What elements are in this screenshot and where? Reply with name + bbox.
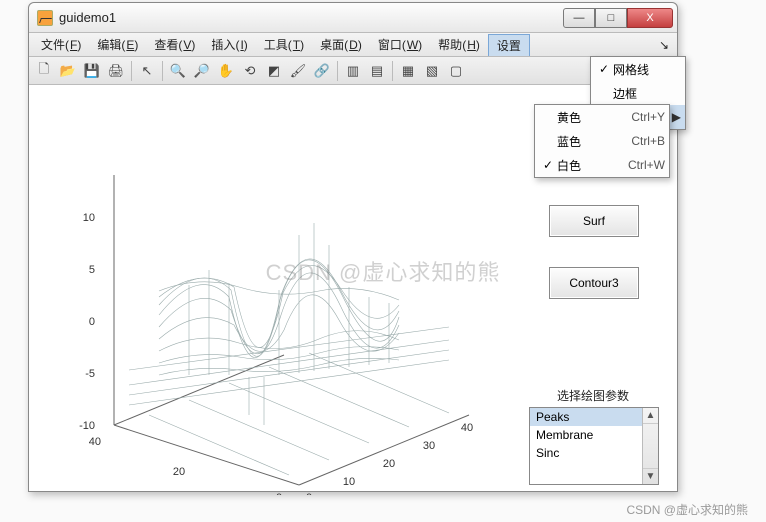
- list-item[interactable]: Membrane: [530, 426, 658, 444]
- menubar: 文件(F) 编辑(E) 查看(V) 插入(I) 工具(T) 桌面(D) 窗口(W…: [29, 33, 677, 57]
- mesh-surface: [129, 223, 449, 475]
- rotate3d-icon[interactable]: ⟲: [239, 60, 261, 82]
- svg-text:5: 5: [89, 264, 95, 276]
- menu-file[interactable]: 文件(F): [33, 33, 89, 56]
- svg-text:40: 40: [461, 422, 473, 434]
- brush-icon[interactable]: 🖌: [287, 60, 309, 82]
- svg-text:0: 0: [89, 316, 95, 328]
- maximize-button[interactable]: □: [595, 8, 627, 28]
- colorbar-icon[interactable]: ▥: [342, 60, 364, 82]
- axes-props-icon[interactable]: ▦: [397, 60, 419, 82]
- pointer-icon[interactable]: ↖: [136, 60, 158, 82]
- legend-icon[interactable]: ▤: [366, 60, 388, 82]
- list-item[interactable]: Peaks: [530, 408, 658, 426]
- submenu-item-blue[interactable]: 蓝色 Ctrl+B: [535, 129, 669, 153]
- menu-edit[interactable]: 编辑(E): [89, 33, 146, 56]
- scroll-down-icon[interactable]: ▼: [643, 468, 658, 484]
- menu-help[interactable]: 帮助(H): [430, 33, 488, 56]
- close-button[interactable]: X: [627, 8, 673, 28]
- menu-insert[interactable]: 插入(I): [203, 33, 255, 56]
- surf-button[interactable]: Surf: [549, 205, 639, 237]
- svg-text:40: 40: [89, 436, 101, 448]
- pan-icon[interactable]: ✋: [215, 60, 237, 82]
- submenu-item-white[interactable]: ✓ 白色 Ctrl+W: [535, 153, 669, 177]
- submenu-item-yellow[interactable]: 黄色 Ctrl+Y: [535, 105, 669, 129]
- print-icon[interactable]: 🖨: [105, 60, 127, 82]
- titlebar[interactable]: guidemo1 — □ X: [29, 3, 677, 33]
- menu-item-box[interactable]: 边框: [591, 81, 685, 105]
- menu-item-grid[interactable]: ✓ 网格线: [591, 57, 685, 81]
- bgcolor-submenu: 黄色 Ctrl+Y 蓝色 Ctrl+B ✓ 白色 Ctrl+W: [534, 104, 670, 178]
- axes-3d[interactable]: -10 -5 0 5 10 40 20 0 0 10 20 30 40: [49, 115, 479, 495]
- menu-tools[interactable]: 工具(T): [256, 33, 312, 56]
- menu-settings[interactable]: 设置: [488, 34, 530, 56]
- menubar-overflow-icon[interactable]: ↘: [651, 33, 677, 56]
- datatip-icon[interactable]: ◩: [263, 60, 285, 82]
- menu-window[interactable]: 窗口(W): [370, 33, 430, 56]
- link-icon[interactable]: 🔗: [311, 60, 333, 82]
- window-title: guidemo1: [59, 10, 116, 25]
- menu-desktop[interactable]: 桌面(D): [312, 33, 370, 56]
- app-icon: [37, 10, 53, 26]
- scrollbar[interactable]: ▲ ▼: [642, 408, 658, 484]
- zoom-out-icon[interactable]: 🔎: [191, 60, 213, 82]
- check-icon: ✓: [539, 158, 557, 172]
- svg-text:0: 0: [276, 492, 282, 495]
- submenu-arrow-icon: ▶: [669, 110, 681, 124]
- new-icon[interactable]: 🗋: [33, 60, 55, 82]
- check-icon: ✓: [595, 62, 613, 76]
- zoom-in-icon[interactable]: 🔍: [167, 60, 189, 82]
- listbox-label: 选择绘图参数: [557, 387, 629, 404]
- svg-text:0: 0: [306, 492, 312, 495]
- svg-text:10: 10: [343, 476, 355, 488]
- svg-text:30: 30: [423, 440, 435, 452]
- credit-text: CSDN @虚心求知的熊: [626, 501, 748, 518]
- scroll-up-icon[interactable]: ▲: [643, 408, 658, 424]
- menu-view[interactable]: 查看(V): [146, 33, 203, 56]
- svg-text:20: 20: [173, 466, 185, 478]
- toolbar: 🗋 📂 💾 🖨 ↖ 🔍 🔎 ✋ ⟲ ◩ 🖌 🔗 ▥ ▤ ▦ ▧ ▢: [29, 57, 677, 85]
- box-toggle-icon[interactable]: ▢: [445, 60, 467, 82]
- list-item[interactable]: Sinc: [530, 444, 658, 462]
- open-icon[interactable]: 📂: [57, 60, 79, 82]
- grid-toggle-icon[interactable]: ▧: [421, 60, 443, 82]
- window-buttons: — □ X: [563, 8, 673, 28]
- svg-text:10: 10: [83, 212, 95, 224]
- svg-text:-10: -10: [79, 420, 95, 432]
- save-icon[interactable]: 💾: [81, 60, 103, 82]
- param-listbox[interactable]: Peaks Membrane Sinc ▲ ▼: [529, 407, 659, 485]
- svg-text:20: 20: [383, 458, 395, 470]
- svg-text:-5: -5: [85, 368, 95, 380]
- contour3-button[interactable]: Contour3: [549, 267, 639, 299]
- minimize-button[interactable]: —: [563, 8, 595, 28]
- app-window: guidemo1 — □ X 文件(F) 编辑(E) 查看(V) 插入(I) 工…: [28, 2, 678, 492]
